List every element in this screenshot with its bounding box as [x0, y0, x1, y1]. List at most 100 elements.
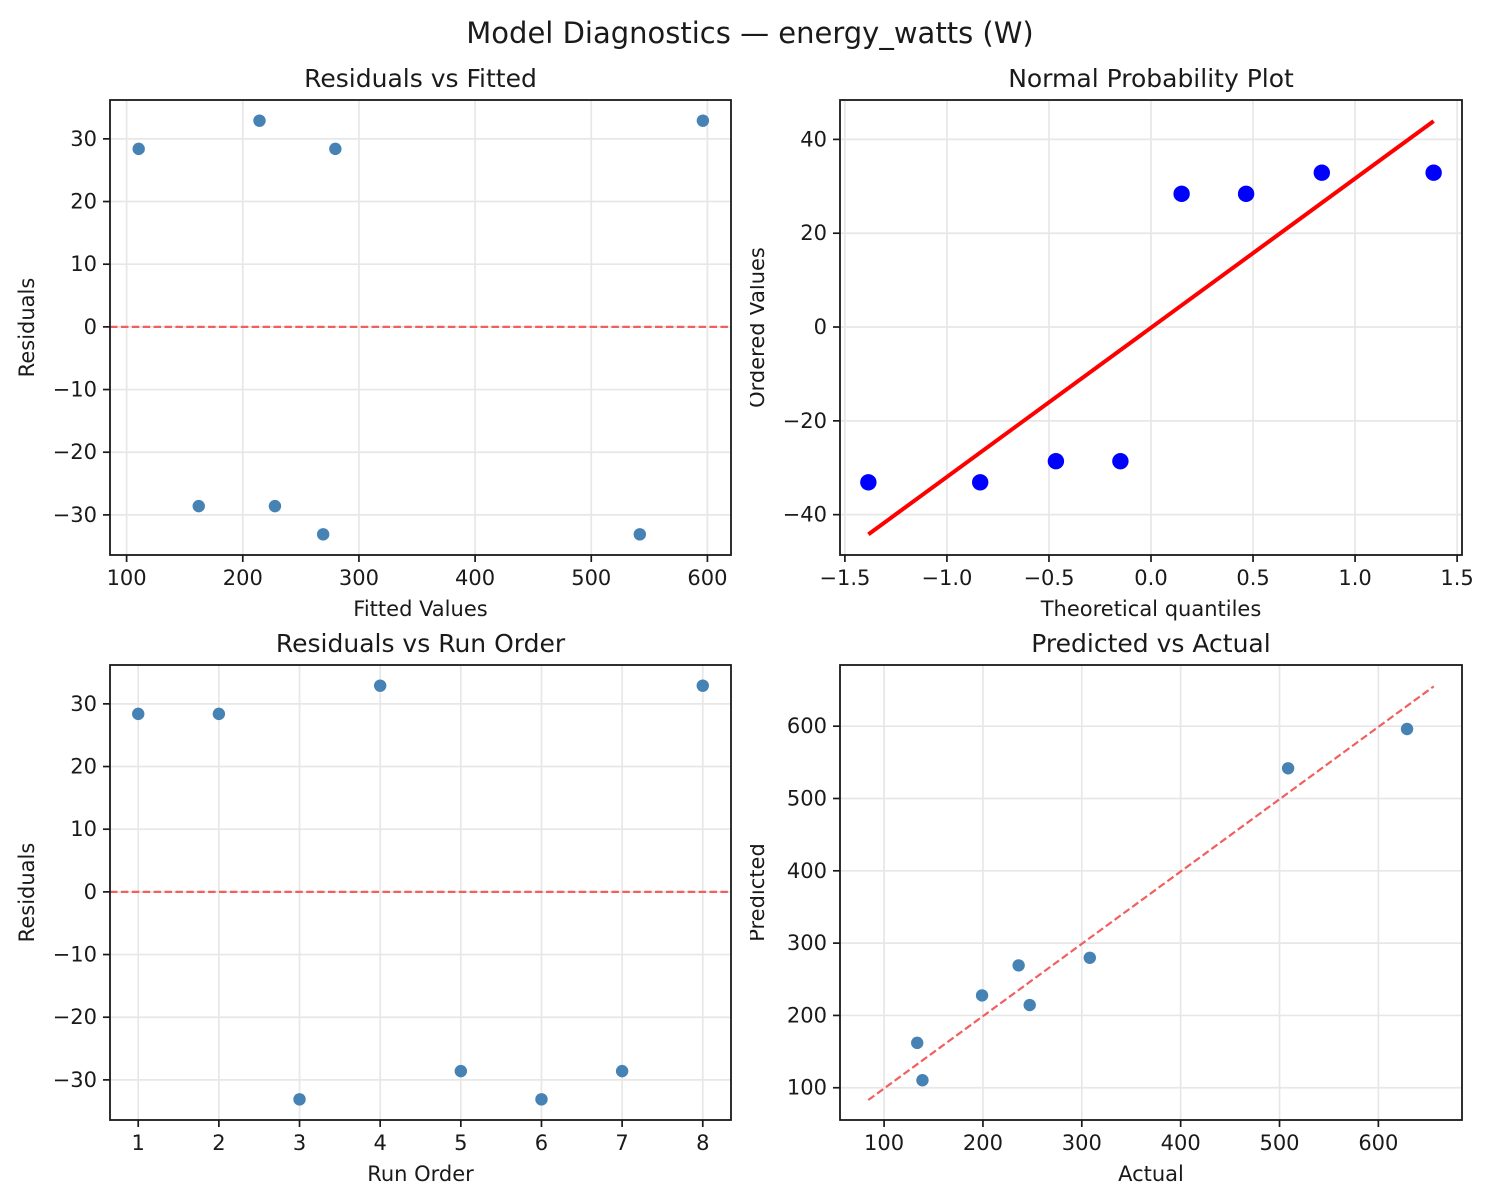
- y-tick-label: 400: [787, 859, 827, 883]
- x-axis-label: Theoretical quantiles: [1040, 597, 1262, 621]
- x-tick-label: 500: [571, 566, 611, 590]
- data-point: [1012, 959, 1025, 972]
- data-point: [373, 679, 387, 692]
- y-tick-label: −40: [783, 503, 827, 527]
- data-point: [1047, 452, 1065, 470]
- y-tick-label: 200: [787, 1003, 827, 1027]
- predicted_vs_actual-canvas: 100 200 300 400 500 600 100 200 300 400 500 600 Pred…: [745, 629, 1463, 1186]
- x-tick-label: 6: [535, 1131, 548, 1155]
- data-point: [192, 499, 205, 513]
- x-tick-label: 600: [1358, 1131, 1398, 1155]
- y-tick-label: 20: [70, 190, 97, 214]
- normal_probability-canvas: −1.5 −1.0 −0.5 0.0 0.5 1.0 1.5 −40 −20 0 20 40 Norma…: [745, 64, 1474, 621]
- x-tick-label: 1.5: [1440, 566, 1473, 590]
- data-point: [696, 114, 710, 127]
- data-point: [1173, 185, 1190, 203]
- figure-title: Model Diagnostics — energy_watts (W): [466, 16, 1034, 50]
- y-tick-label: 20: [70, 755, 97, 779]
- y-axis-label: Predicted: [750, 843, 769, 942]
- x-tick-label: 100: [864, 1131, 904, 1155]
- subplot-title: Residuals vs Fitted: [304, 64, 537, 93]
- x-tick-label: 0.0: [1134, 566, 1167, 590]
- residuals_vs_run_order-canvas: 1 2 3 4 5 6 7 8 −30 −20 −10 0 10 20 30 Residuals vs Run…: [15, 629, 732, 1186]
- x-tick-label: 4: [373, 1131, 386, 1155]
- x-tick-label: 2: [212, 1131, 225, 1155]
- x-tick-label: 100: [107, 566, 147, 590]
- data-point: [971, 474, 989, 491]
- x-tick-label: 7: [615, 1131, 628, 1155]
- x-tick-label: 5: [454, 1131, 467, 1155]
- data-point: [253, 114, 266, 127]
- y-tick-label: 100: [787, 1076, 827, 1100]
- data-point: [1281, 762, 1295, 775]
- y-tick-label: 10: [70, 252, 97, 276]
- y-tick-label: 30: [70, 692, 97, 716]
- normal-probability-plot: −1.5 −1.0 −0.5 0.0 0.5 1.0 1.5 −40 −20 0 20 40 Norma…: [745, 55, 1500, 630]
- y-tick-label: 10: [70, 817, 97, 841]
- data-point: [1313, 164, 1331, 181]
- y-tick-label: 500: [787, 786, 827, 810]
- data-point: [633, 528, 647, 541]
- x-tick-label: 300: [339, 566, 379, 590]
- data-point: [696, 679, 709, 692]
- identity-line: [867, 685, 1435, 1101]
- data-point: [454, 1064, 468, 1078]
- x-tick-label: 200: [223, 566, 263, 590]
- data-point: [329, 142, 342, 156]
- y-tick-label: −10: [53, 378, 97, 402]
- x-tick-label: 400: [455, 566, 495, 590]
- subplot-title: Residuals vs Run Order: [276, 629, 566, 658]
- x-tick-label: 1: [132, 1131, 145, 1155]
- y-tick-label: −20: [783, 409, 827, 433]
- data-point: [1023, 998, 1036, 1012]
- probability-fit-line: [867, 119, 1435, 536]
- y-tick-label: 40: [800, 127, 827, 151]
- y-tick-label: 0: [84, 880, 97, 904]
- y-tick-label: −30: [53, 1068, 97, 1092]
- x-tick-label: −1.5: [819, 566, 870, 590]
- data-point: [316, 528, 330, 541]
- x-tick-label: 300: [1062, 1131, 1102, 1155]
- axes-frame: [839, 664, 1463, 1121]
- y-tick-label: 20: [800, 221, 827, 245]
- residuals-vs-fitted-plot: 100 200 300 400 500 600 −30 −20 −10 0 10 20 30 Residu…: [0, 55, 750, 630]
- subplot-title: Predicted vs Actual: [1031, 629, 1270, 658]
- data-point: [132, 142, 145, 156]
- residuals_vs_fitted-canvas: 100 200 300 400 500 600 −30 −20 −10 0 10 20 30 Residu…: [15, 64, 732, 621]
- y-tick-label: 0: [84, 315, 97, 339]
- x-tick-label: 1.0: [1338, 566, 1371, 590]
- data-point: [1425, 164, 1442, 181]
- x-tick-label: 8: [696, 1131, 709, 1155]
- data-point: [268, 499, 282, 513]
- y-axis-label: Residuals: [15, 843, 39, 943]
- data-point: [916, 1074, 929, 1087]
- y-tick-label: 300: [787, 931, 827, 955]
- x-tick-label: 600: [687, 566, 727, 590]
- x-tick-label: 400: [1161, 1131, 1201, 1155]
- x-axis-label: Run Order: [367, 1162, 474, 1186]
- data-point: [975, 989, 989, 1002]
- residuals-vs-run-order-plot: 1 2 3 4 5 6 7 8 −30 −20 −10 0 10 20 30 Residuals vs Run…: [0, 620, 750, 1195]
- y-axis-label: Ordered Values: [750, 247, 769, 408]
- x-tick-label: −1.0: [921, 566, 972, 590]
- data-point: [911, 1036, 924, 1050]
- data-point: [1400, 722, 1414, 736]
- data-point: [293, 1093, 306, 1106]
- y-tick-label: 600: [787, 714, 827, 738]
- data-point: [615, 1064, 629, 1078]
- y-tick-label: −30: [53, 503, 97, 527]
- x-tick-label: 0.5: [1236, 566, 1269, 590]
- x-tick-label: 500: [1259, 1131, 1299, 1155]
- predicted-vs-actual-plot: 100 200 300 400 500 600 100 200 300 400 500 600 Pred…: [745, 620, 1500, 1195]
- data-point: [535, 1093, 548, 1106]
- x-axis-label: Actual: [1118, 1162, 1184, 1186]
- y-tick-label: 30: [70, 127, 97, 151]
- data-point: [1083, 951, 1097, 964]
- x-tick-label: −0.5: [1023, 566, 1074, 590]
- y-axis-label: Residuals: [15, 278, 39, 378]
- x-axis-label: Fitted Values: [353, 597, 487, 621]
- data-point: [860, 474, 877, 491]
- x-tick-label: 200: [963, 1131, 1003, 1155]
- y-tick-label: −20: [53, 1005, 97, 1029]
- data-point: [1112, 452, 1129, 470]
